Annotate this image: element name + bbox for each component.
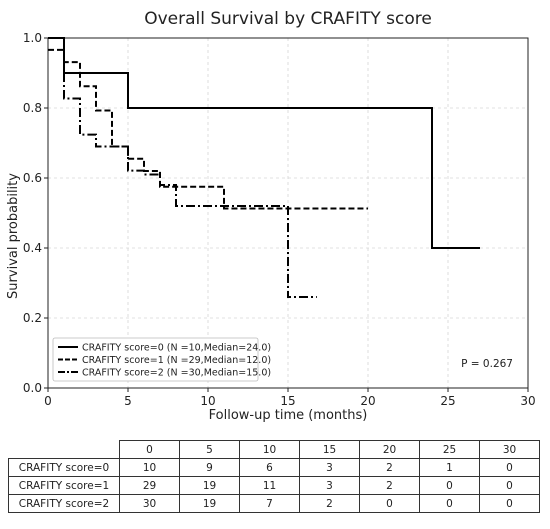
x-axis-label: Follow-up time (months) (209, 408, 368, 423)
x-tick-label: 15 (280, 394, 295, 408)
risk-table-time-header: 15 (299, 440, 360, 459)
x-tick-label: 10 (200, 394, 215, 408)
risk-table-row-label: CRAFITY score=2 (8, 494, 120, 513)
axis-ticks: 0 5 10 15 20 25 30 0.0 0.2 0.4 0.6 0.8 1.0 (23, 31, 536, 408)
x-tick-label: 0 (44, 394, 52, 408)
risk-table-corner (9, 441, 120, 459)
y-tick-label: 0.2 (23, 311, 42, 325)
y-tick-label: 0.8 (23, 101, 42, 115)
risk-table-cell: 7 (239, 494, 300, 513)
risk-table-cell: 0 (419, 476, 480, 495)
risk-table-cell: 30 (119, 494, 180, 513)
risk-table-row-label: CRAFITY score=1 (8, 476, 120, 495)
p-value-label: P = 0.267 (461, 358, 513, 370)
risk-table-row: CRAFITY score=0 10 9 6 3 2 1 0 (8, 458, 540, 477)
risk-table-cell: 0 (479, 476, 540, 495)
y-axis-label: Survival probability (6, 173, 21, 299)
x-tick-label: 25 (440, 394, 455, 408)
x-tick-label: 30 (520, 394, 535, 408)
risk-table-cell: 2 (359, 476, 420, 495)
y-tick-label: 0.4 (23, 241, 42, 255)
survival-curve-score-1 (48, 48, 368, 210)
risk-table-cell: 29 (119, 476, 180, 495)
risk-table-cell: 19 (179, 494, 240, 513)
risk-table-cell: 19 (179, 476, 240, 495)
risk-table-time-header: 30 (479, 440, 540, 459)
risk-table-cell: 0 (359, 494, 420, 513)
risk-table-time-header: 0 (119, 440, 180, 459)
risk-table-cell: 9 (179, 458, 240, 477)
risk-table-row: CRAFITY score=2 30 19 7 2 0 0 0 (8, 494, 540, 513)
legend-label-score-1: CRAFITY score=1 (N =29,Median=12.0) (82, 355, 271, 366)
risk-table-time-header: 5 (179, 440, 240, 459)
risk-table-time-header: 20 (359, 440, 420, 459)
y-tick-label: 0.0 (23, 381, 42, 395)
risk-table-time-header: 25 (419, 440, 480, 459)
legend-label-score-2: CRAFITY score=2 (N =30,Median=15.0) (82, 368, 271, 379)
y-tick-label: 1.0 (23, 31, 42, 45)
risk-table-cell: 3 (299, 476, 360, 495)
survival-curves (48, 37, 480, 298)
risk-table-cell: 2 (299, 494, 360, 513)
x-tick-label: 20 (360, 394, 375, 408)
legend: CRAFITY score=0 (N =10,Median=24.0)CRAFI… (52, 337, 271, 382)
risk-table-cell: 0 (419, 494, 480, 513)
risk-table-cell: 6 (239, 458, 300, 477)
number-at-risk-table: 0 5 10 15 20 25 30 CRAFITY score=0 10 9 6 3 2 1 0 CRAFI… (8, 440, 540, 513)
risk-table-header-row: 0 5 10 15 20 25 30 (9, 440, 540, 459)
x-tick-label: 5 (124, 394, 132, 408)
y-tick-label: 0.6 (23, 171, 42, 185)
survival-curve-score-2 (48, 37, 317, 298)
risk-table-row-label: CRAFITY score=0 (8, 458, 120, 477)
risk-table-cell: 2 (359, 458, 420, 477)
risk-table-cell: 0 (479, 458, 540, 477)
survival-chart: Overall Survival by CRAFITY score 0 5 10 15… (6, 9, 536, 423)
risk-table-time-header: 10 (239, 440, 300, 459)
legend-box (52, 337, 259, 382)
risk-table-row: CRAFITY score=1 29 19 11 3 2 0 0 (8, 476, 540, 495)
risk-table-cell: 10 (119, 458, 180, 477)
risk-table-cell: 1 (419, 458, 480, 477)
risk-table-cell: 3 (299, 458, 360, 477)
risk-table-cell: 0 (479, 494, 540, 513)
chart-title: Overall Survival by CRAFITY score (144, 9, 432, 29)
legend-label-score-0: CRAFITY score=0 (N =10,Median=24.0) (82, 343, 271, 354)
risk-table-cell: 11 (239, 476, 300, 495)
